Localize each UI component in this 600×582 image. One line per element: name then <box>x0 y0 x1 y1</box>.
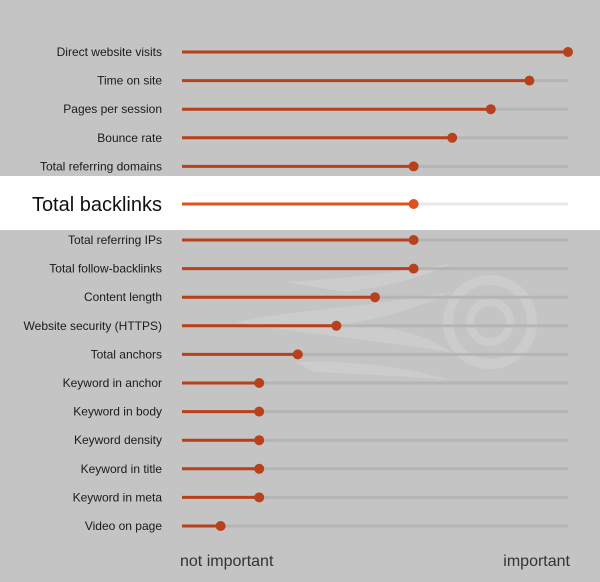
row-keyword-in-title: Keyword in title <box>81 462 568 476</box>
row-time-on-site: Time on site <box>97 74 568 88</box>
row-label: Total anchors <box>91 347 162 361</box>
row-website-security-https: Website security (HTTPS) <box>24 319 568 333</box>
value-dot <box>254 378 265 388</box>
row-total-referring-ips: Total referring IPs <box>68 233 568 247</box>
row-label: Keyword in title <box>81 462 163 476</box>
row-label: Total referring IPs <box>68 233 162 247</box>
value-dot <box>408 263 419 274</box>
row-label: Direct website visits <box>57 45 162 59</box>
row-keyword-density: Keyword density <box>74 433 568 447</box>
value-dot <box>254 435 265 446</box>
row-label: Keyword in anchor <box>63 376 162 390</box>
row-label: Website security (HTTPS) <box>24 319 162 333</box>
axis-label-important: important <box>503 553 570 570</box>
semrush-flame-watermark-icon <box>235 264 537 380</box>
value-dot <box>563 47 573 57</box>
value-dot <box>292 349 303 360</box>
value-dot <box>408 235 419 245</box>
value-dot <box>254 463 265 474</box>
value-dot <box>254 492 265 503</box>
row-direct-website-visits: Direct website visits <box>57 45 573 59</box>
value-dot <box>447 132 458 143</box>
value-dot <box>215 521 226 531</box>
row-keyword-in-meta: Keyword in meta <box>73 490 568 504</box>
value-dot <box>370 292 380 303</box>
value-dot <box>408 161 419 172</box>
row-total-anchors: Total anchors <box>91 347 568 361</box>
value-dot <box>524 75 535 86</box>
row-total-follow-backlinks: Total follow-backlinks <box>49 262 568 276</box>
row-label: Keyword density <box>74 433 162 447</box>
row-keyword-in-anchor: Keyword in anchor <box>63 376 568 390</box>
row-label: Pages per session <box>63 102 162 116</box>
value-dot <box>331 320 342 331</box>
row-total-backlinks: Total backlinks <box>32 194 568 216</box>
value-dot <box>254 406 265 417</box>
row-label: Total backlinks <box>32 194 162 216</box>
row-pages-per-session: Pages per session <box>63 102 568 116</box>
row-label: Keyword in body <box>73 405 162 419</box>
row-label: Bounce rate <box>97 131 162 145</box>
row-video-on-page: Video on page <box>85 519 568 533</box>
row-label: Time on site <box>97 74 162 88</box>
row-label: Video on page <box>85 519 163 533</box>
row-label: Total follow-backlinks <box>49 262 162 276</box>
value-dot <box>485 104 496 115</box>
row-content-length: Content length <box>84 290 568 304</box>
row-label: Keyword in meta <box>73 490 163 504</box>
row-label: Content length <box>84 290 162 304</box>
row-keyword-in-body: Keyword in body <box>73 405 568 419</box>
axis-label-not-important: not important <box>180 553 274 570</box>
row-bounce-rate: Bounce rate <box>97 131 568 145</box>
row-total-referring-domains: Total referring domains <box>40 159 568 173</box>
value-dot <box>408 199 419 209</box>
row-label: Total referring domains <box>40 159 162 173</box>
